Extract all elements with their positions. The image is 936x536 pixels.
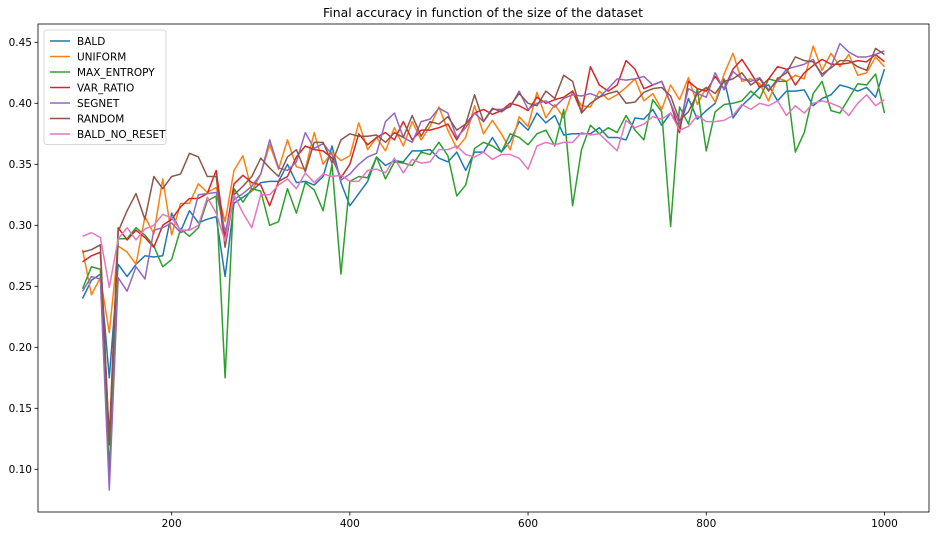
y-tick-label: 0.15	[9, 403, 32, 415]
chart-title: Final accuracy in function of the size o…	[323, 5, 643, 20]
axes-frame	[37, 23, 930, 513]
legend-label: BALD	[77, 36, 105, 48]
legend-box	[43, 29, 167, 145]
legend: BALD UNIFORM MAX_ENTROPY VAR_RATIO SEGNET RAN…	[43, 29, 167, 145]
series-line-max-entropy	[81, 73, 886, 473]
y-tick-label: 0.10	[9, 464, 32, 476]
plot-background	[38, 24, 929, 512]
legend-label: RANDOM	[77, 113, 124, 125]
y-tick-label: 0.30	[9, 220, 32, 232]
axes: 200 400 600 800 1000 0.10 0.15 0.20 0.25 0.30 0.35…	[9, 23, 930, 530]
series-line-uniform	[81, 45, 886, 334]
legend-label: VAR_RATIO	[77, 82, 134, 94]
y-tick-label: 0.25	[9, 281, 32, 293]
x-tick-label: 200	[162, 518, 182, 530]
x-tick-label: 1000	[871, 518, 898, 530]
y-tick-label: 0.40	[9, 98, 32, 110]
x-tick-label: 600	[518, 518, 538, 530]
y-tick-label: 0.35	[9, 159, 32, 171]
series-line-random	[82, 47, 885, 446]
x-tick-label: 400	[340, 518, 360, 530]
series-line-bald-no-reset	[82, 94, 885, 289]
legend-label: MAX_ENTROPY	[77, 67, 155, 79]
y-tick-label: 0.20	[9, 342, 32, 354]
legend-label: BALD_NO_RESET	[77, 129, 166, 141]
y-tick-label: 0.45	[9, 37, 32, 49]
plot-area	[38, 24, 929, 512]
x-tick-label: 800	[696, 518, 716, 530]
legend-label: SEGNET	[77, 98, 120, 110]
series-line-var-ratio	[82, 53, 885, 440]
legend-label: UNIFORM	[77, 51, 126, 63]
series-lines	[81, 42, 886, 491]
